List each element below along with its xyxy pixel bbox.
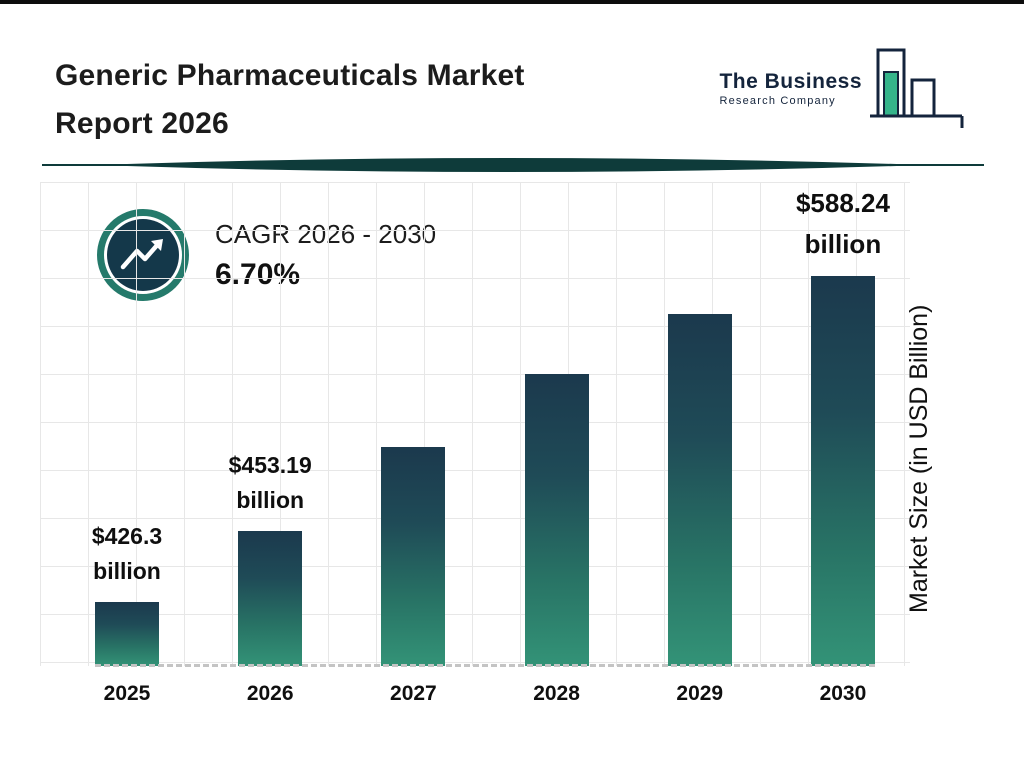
bar-column-2026: $453.19 billion 2026 [229,4,312,705]
company-logo: The Business Research Company [719,46,964,130]
bar-2027 [381,447,446,666]
bar-column-2027: 2027 [381,4,446,705]
bar-chart-logo-icon [868,46,964,130]
bar-column-2025: $426.3 billion 2025 [92,4,162,705]
x-axis-tick-2030: 2030 [819,682,867,705]
x-axis-baseline [95,664,875,667]
logo-subtitle: Research Company [719,94,836,107]
bar-2026 [238,531,303,666]
page-title-line1: Generic Pharmaceuticals Market [55,59,525,92]
bar-2028 [524,374,589,666]
x-axis-tick-2027: 2027 [390,682,437,705]
bar-2029 [667,314,732,666]
logo-name: The Business [719,69,862,93]
page-title-line2: Report 2026 [55,107,229,140]
x-axis-tick-2026: 2026 [246,682,294,705]
bar-column-2029: 2029 [667,4,732,705]
bar-column-2028: 2028 [524,4,589,705]
bar-value-label-2025: $426.3 billion [91,522,163,585]
bar-2025 [95,602,159,666]
bar-value-label-2030: $588.24 billion [795,188,890,259]
chart-grid [40,182,910,666]
company-logo-text: The Business Research Company [719,70,862,107]
x-axis-tick-2028: 2028 [533,682,580,705]
bar-chart: $426.3 billion 2025 $453.19 billion 2026 2027 2… [92,4,890,705]
x-axis-tick-2029: 2029 [676,682,724,705]
page-title: Generic Pharmaceuticals Market Report 20… [55,52,525,148]
x-axis-tick-2025: 2025 [103,682,151,705]
bar-2030 [810,276,875,666]
bar-value-label-2026: $453.19 billion [228,451,312,514]
bar-column-2030: $588.24 billion 2030 [796,4,890,705]
y-axis-label: Market Size (in USD Billion) [905,304,933,614]
header-divider [42,158,984,172]
